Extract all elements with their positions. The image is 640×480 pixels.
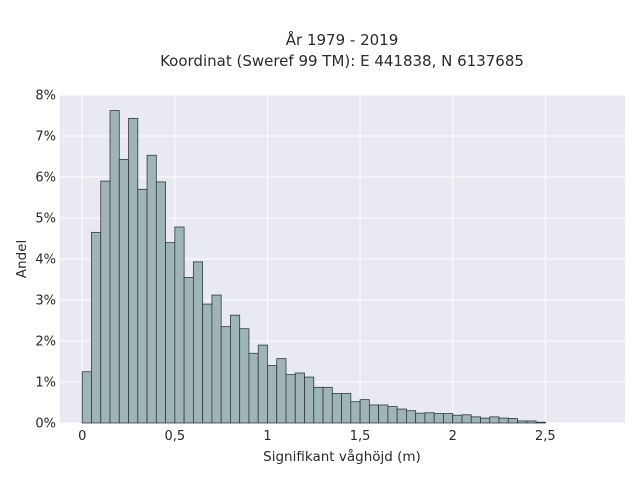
histogram-bar [331,393,342,424]
histogram-bar [470,416,481,424]
x-tick-label: 2 [449,429,457,444]
histogram-bar [211,294,222,424]
x-tick-label: 0 [78,429,86,444]
histogram-bar [128,117,139,424]
histogram-bar [304,376,315,424]
y-tick-label: 0% [35,417,56,432]
y-axis-label: Andel [14,240,30,278]
histogram-bar [109,110,120,424]
histogram-bar [406,410,417,424]
histogram-bar [387,406,398,424]
histogram-bar [415,412,426,424]
x-tick-label: 1 [263,429,271,444]
y-tick-label: 6% [35,171,56,186]
y-tick-label: 2% [35,335,56,350]
x-tick-label: 2,5 [535,429,556,444]
histogram-bar [81,371,92,424]
x-tick-label: 0,5 [165,429,186,444]
histogram-bar [118,158,129,424]
histogram-bar [424,412,435,424]
histogram-bar [313,386,324,424]
histogram-bar [239,328,250,424]
histogram-bar [276,358,287,424]
histogram-bar [480,417,491,424]
y-tick-label: 7% [35,130,56,145]
histogram-bar [359,399,370,424]
histogram-bar [489,416,500,424]
histogram-bar [257,344,268,424]
histogram-bar [137,188,148,424]
histogram-bar [146,154,157,424]
histogram-bar [183,277,194,424]
histogram-bar [220,326,231,424]
histogram-bar [165,242,176,424]
histogram-bar [507,418,518,424]
histogram-bar [100,180,111,424]
histogram-bar [155,181,166,424]
x-tick-label: 1,5 [350,429,371,444]
histogram-bar [350,401,361,424]
histogram-bar [378,404,389,424]
histogram-bar [341,393,352,424]
histogram-bar [452,414,463,424]
histogram-bar [433,413,444,424]
y-tick-labels: 0% 1% 2% 3% 4% 5% 6% 7% 8% [35,89,56,432]
y-tick-label: 4% [35,253,56,268]
histogram-bar [322,386,333,424]
histogram-bar [498,417,509,424]
histogram-bar [91,231,102,424]
histogram-bar [368,404,380,424]
histogram-bar [174,226,185,424]
histogram-bar [517,420,528,424]
bars-layer [81,110,546,424]
histogram-bar [248,352,259,424]
histogram-bar [294,372,305,424]
histogram-bar [192,261,204,424]
y-tick-label: 3% [35,294,56,309]
y-tick-label: 8% [35,89,56,104]
histogram-bar [267,365,278,424]
histogram-bar [443,413,454,424]
chart-title-line-1: År 1979 - 2019 [286,30,399,49]
histogram-bar [535,421,546,424]
x-axis-label: Signifikant våghöjd (m) [263,448,421,465]
chart-title-line-2: Koordinat (Sweref 99 TM): E 441838, N 61… [160,52,524,70]
histogram-bar [285,374,296,424]
y-tick-label: 1% [35,376,56,391]
histogram-bar [526,420,537,424]
histogram-bar [230,314,241,424]
histogram-bar [461,414,472,424]
histogram-bar [396,408,407,424]
x-tick-labels: 0 0,5 1 1,5 2 2,5 [78,429,556,444]
histogram-bar [202,303,213,424]
y-tick-label: 5% [35,212,56,227]
